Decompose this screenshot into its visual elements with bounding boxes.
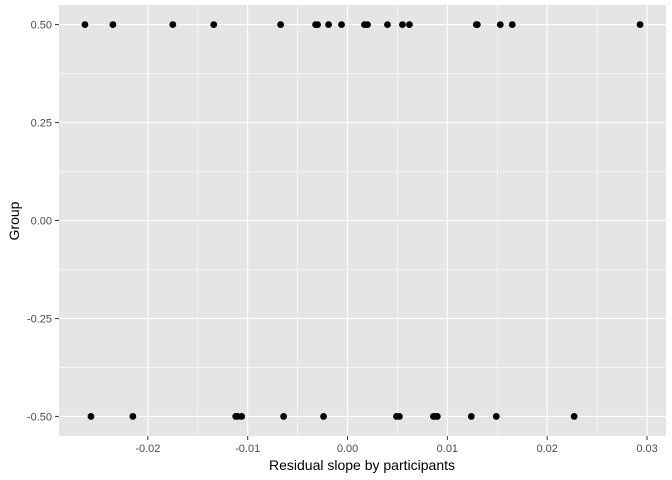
- data-point: [636, 21, 644, 28]
- data-point: [338, 21, 345, 28]
- data-point: [314, 21, 321, 28]
- x-axis-title: Residual slope by participants: [269, 457, 455, 473]
- x-tick-label: 0.03: [636, 443, 657, 455]
- data-point: [508, 21, 516, 28]
- data-point: [277, 21, 285, 28]
- data-point: [129, 413, 137, 420]
- data-point: [87, 413, 95, 420]
- data-point: [384, 21, 391, 28]
- data-point: [467, 413, 475, 420]
- data-point: [433, 413, 441, 420]
- y-axis: -0.50 -0.25 0.00 0.25 0.50: [27, 20, 59, 423]
- x-tick-label: 0.01: [437, 443, 458, 455]
- data-point: [210, 21, 218, 28]
- data-point: [320, 413, 327, 420]
- y-tick-label: 0.50: [31, 20, 52, 32]
- x-axis: -0.02 -0.01 0.00 0.01 0.02 0.03: [135, 436, 658, 455]
- data-point: [325, 21, 332, 28]
- data-point: [496, 21, 504, 28]
- data-point: [169, 21, 177, 28]
- data-point: [570, 413, 578, 420]
- data-point: [238, 413, 246, 420]
- y-tick-label: -0.25: [27, 313, 52, 325]
- y-tick-label: 0.25: [31, 118, 52, 130]
- y-axis-title: Group: [6, 201, 22, 240]
- major-gridlines: [59, 5, 666, 436]
- data-points: [81, 21, 644, 420]
- x-tick-label: 0.00: [337, 443, 358, 455]
- data-point: [81, 21, 89, 28]
- data-point: [492, 413, 500, 420]
- data-point: [473, 21, 481, 28]
- y-tick-label: 0.00: [31, 216, 52, 228]
- data-point: [406, 21, 413, 28]
- x-tick-label: 0.02: [536, 443, 557, 455]
- data-point: [280, 413, 288, 420]
- data-point: [399, 21, 406, 28]
- x-tick-label: -0.01: [235, 443, 260, 455]
- data-point: [109, 21, 117, 28]
- data-point: [364, 21, 371, 28]
- x-tick-label: -0.02: [135, 443, 160, 455]
- data-point: [396, 413, 403, 420]
- y-tick-label: -0.50: [27, 411, 52, 423]
